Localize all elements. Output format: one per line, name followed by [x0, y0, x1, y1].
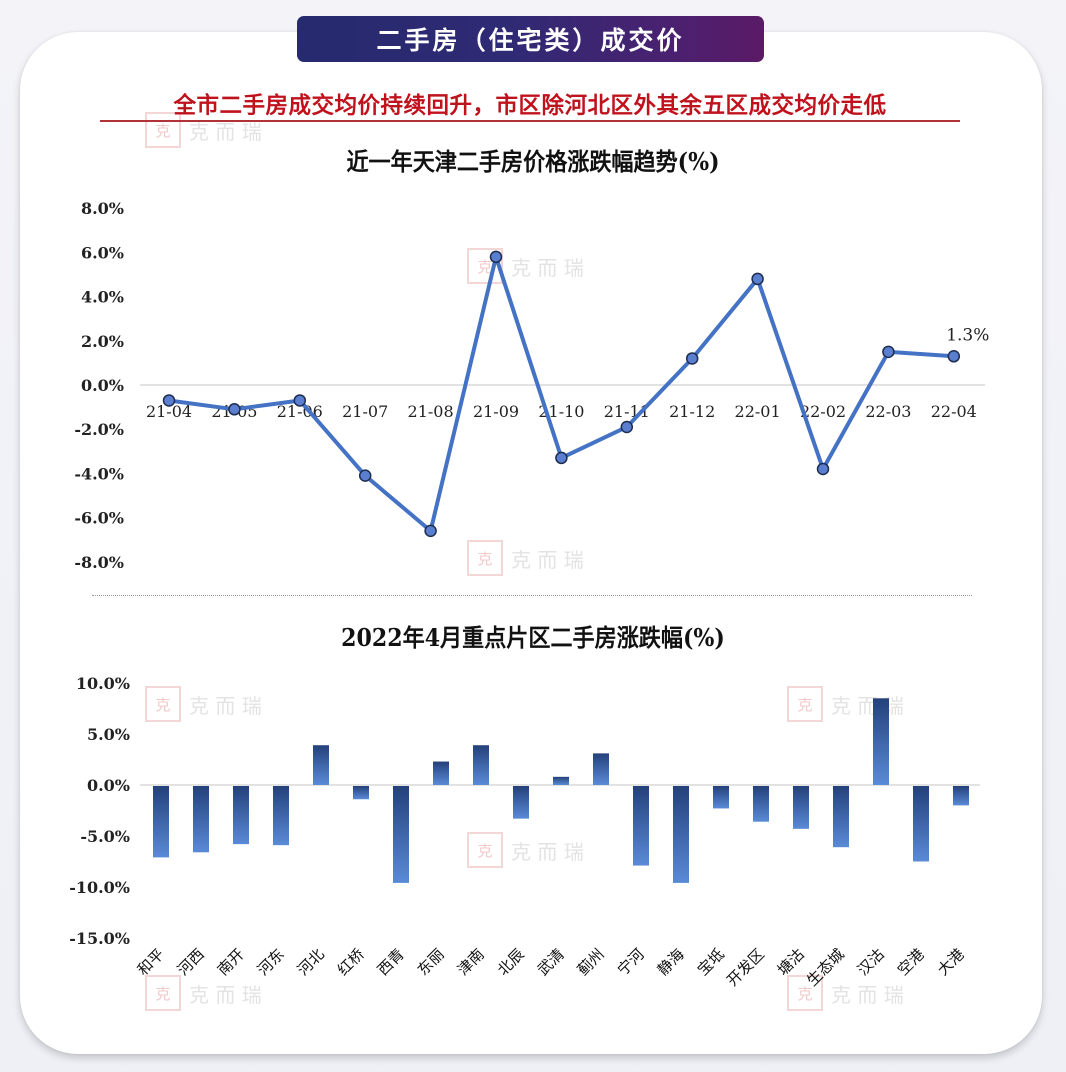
bar-chart-title: 2022年4月重点片区二手房涨跌幅(%): [341, 623, 725, 652]
bar: [913, 786, 929, 862]
x-tick-label: 武清: [534, 945, 568, 979]
y-tick-label: 0.0%: [81, 376, 124, 395]
y-tick-label: -4.0%: [74, 464, 124, 483]
x-tick-label: 蓟州: [574, 945, 608, 979]
x-tick-label: 生态城: [803, 945, 848, 990]
x-tick-label: 静海: [654, 945, 688, 979]
x-tick-label: 红桥: [334, 945, 368, 979]
x-tick-label: 津南: [454, 945, 488, 979]
x-tick-label: 和平: [134, 945, 168, 979]
bar: [513, 786, 529, 819]
y-tick-label: 0.0%: [87, 776, 130, 795]
bar-chart: 10.0% 5.0% 0.0% -5.0% -10.0% -15.0%和平 河西 南开 河东 河北…: [69, 674, 980, 990]
banner-title: 二手房（住宅类）成交价: [376, 26, 685, 55]
y-tick-label: 8.0%: [81, 199, 124, 218]
data-point-marker: [620, 420, 634, 434]
y-tick-label: 5.0%: [87, 725, 130, 744]
x-tick-label: 22-03: [865, 402, 911, 421]
line-chart-title: 近一年天津二手房价格涨跌幅趋势(%): [346, 147, 720, 176]
bar: [233, 786, 249, 845]
y-tick-label: -6.0%: [74, 509, 124, 528]
x-tick-label: 21-09: [473, 402, 519, 421]
x-tick-label: 塘沽: [774, 945, 808, 979]
y-tick-label: 4.0%: [81, 288, 124, 307]
x-tick-label: 22-01: [735, 402, 781, 421]
bar: [273, 786, 289, 846]
x-tick-label: 南开: [214, 945, 248, 979]
data-label: 1.3%: [946, 325, 989, 345]
bar: [713, 786, 729, 809]
y-tick-label: 10.0%: [76, 674, 130, 693]
bar: [593, 753, 609, 785]
y-tick-label: -2.0%: [74, 420, 124, 439]
data-point-marker: [228, 403, 241, 416]
data-point-marker: [358, 469, 372, 482]
y-tick-label: -8.0%: [74, 553, 124, 572]
data-point-marker: [685, 352, 699, 365]
x-tick-label: 河北: [294, 945, 328, 979]
x-tick-label: 22-02: [800, 402, 846, 421]
headline-underline: [100, 120, 960, 122]
bar: [313, 745, 329, 785]
x-tick-label: 西青: [374, 945, 408, 979]
bar: [873, 698, 889, 785]
y-tick-label: 6.0%: [81, 243, 124, 262]
data-point-marker: [816, 462, 830, 476]
section-banner: 二手房（住宅类）成交价: [297, 16, 764, 62]
bar: [553, 776, 569, 785]
data-point-marker: [489, 250, 503, 264]
line-chart: 8.0% 6.0% 4.0% 2.0% 0.0% -2.0% -4.0% -6.0% -8.0%…: [74, 199, 989, 572]
x-tick-label: 河东: [254, 945, 288, 979]
bar: [953, 786, 969, 806]
x-tick-label: 22-04: [931, 402, 977, 421]
bar: [353, 786, 369, 800]
y-tick-label: -5.0%: [80, 827, 130, 846]
x-tick-label: 空港: [894, 945, 928, 979]
data-point-marker: [424, 524, 437, 538]
bar: [753, 786, 769, 822]
x-tick-label: 北辰: [494, 945, 528, 979]
x-tick-label: 21-04: [146, 402, 192, 421]
x-tick-label: 河西: [174, 945, 208, 979]
y-tick-label: 2.0%: [81, 332, 124, 351]
bar: [473, 745, 489, 785]
bar: [193, 786, 209, 853]
data-point-marker: [947, 350, 961, 363]
x-tick-label: 21-07: [342, 402, 388, 421]
bar: [833, 786, 849, 848]
data-point-marker: [162, 394, 176, 407]
section-divider: [92, 595, 972, 596]
x-tick-label: 21-08: [408, 402, 454, 421]
headline: 全市二手房成交均价持续回升，市区除河北区外其余五区成交均价走低: [173, 93, 887, 119]
data-point-marker: [882, 345, 895, 359]
data-line: [168, 254, 954, 533]
bar: [673, 786, 689, 883]
bar: [393, 786, 409, 883]
x-tick-label: 东丽: [414, 945, 448, 979]
x-tick-label: 宝坻: [694, 945, 728, 979]
bar: [633, 786, 649, 866]
content-card: [20, 32, 1042, 1054]
data-point-marker: [751, 272, 764, 286]
data-point-marker: [555, 451, 568, 465]
x-tick-label: 大港: [934, 945, 968, 979]
y-tick-label: -10.0%: [69, 878, 130, 897]
bar: [433, 761, 449, 785]
x-tick-label: 开发区: [723, 945, 768, 990]
bar: [793, 786, 809, 829]
data-point-marker: [293, 394, 307, 407]
y-tick-label: -15.0%: [69, 929, 130, 948]
bar: [153, 786, 169, 858]
x-tick-label: 宁河: [614, 945, 648, 979]
x-tick-label: 21-12: [669, 402, 715, 421]
x-tick-label: 汉沽: [854, 945, 888, 979]
